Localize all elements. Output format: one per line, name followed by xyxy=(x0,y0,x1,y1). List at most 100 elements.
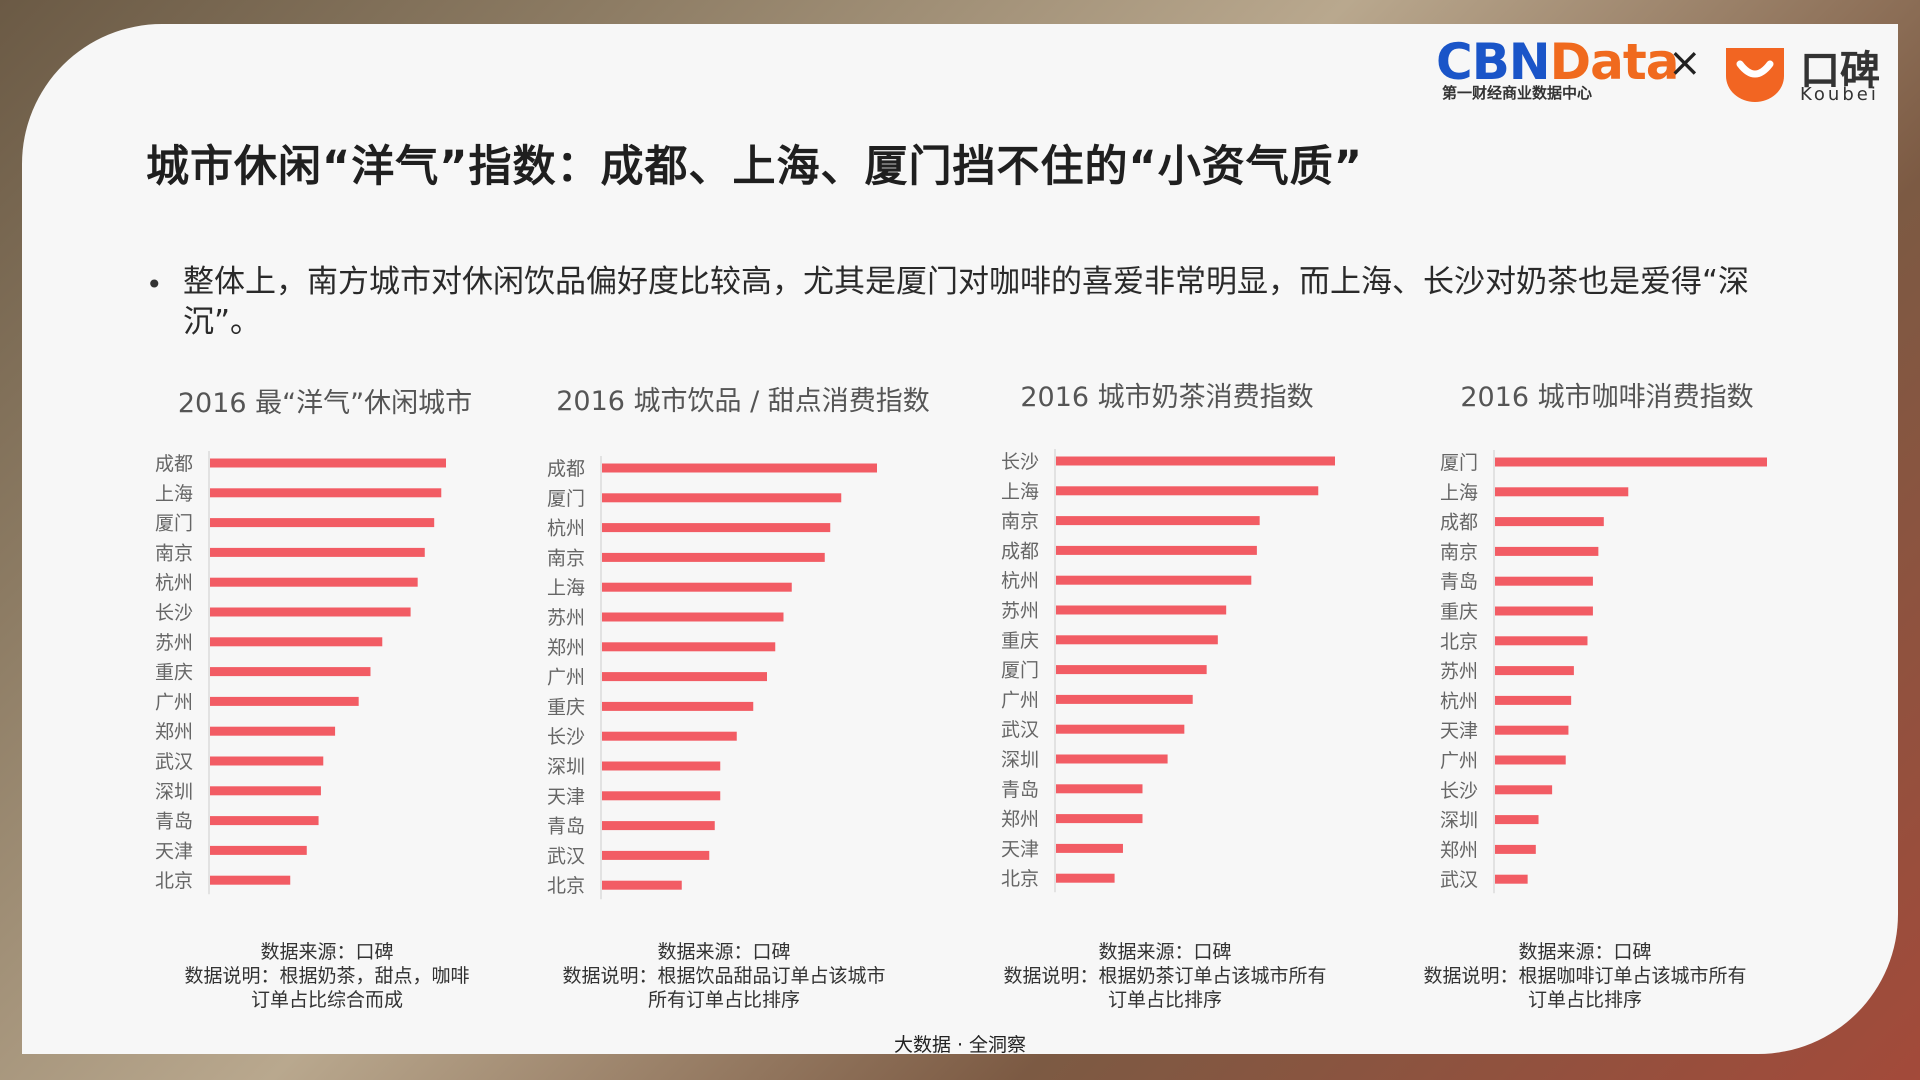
bar xyxy=(1495,606,1593,616)
bar xyxy=(1056,724,1185,734)
category-label: 成都 xyxy=(547,458,585,480)
category-label: 长沙 xyxy=(1001,451,1039,473)
bar xyxy=(602,523,831,533)
category-label: 郑州 xyxy=(547,637,585,659)
data-description-note: 数据说明：根据咖啡订单占该城市所有 xyxy=(1423,965,1746,987)
bar xyxy=(602,821,715,831)
category-label: 青岛 xyxy=(1440,571,1478,593)
category-label: 上海 xyxy=(155,483,193,505)
bar xyxy=(602,612,784,622)
bar xyxy=(1056,843,1123,853)
category-label: 杭州 xyxy=(1440,690,1478,712)
data-description-note: 订单占比排序 xyxy=(1528,989,1642,1011)
bar xyxy=(210,786,321,796)
bar xyxy=(602,850,710,860)
bar xyxy=(1495,546,1599,556)
category-label: 苏州 xyxy=(1440,661,1478,683)
bar xyxy=(1056,873,1115,883)
category-label: 深圳 xyxy=(155,781,193,803)
data-source-note: 数据来源：口碑 xyxy=(1518,941,1651,963)
cbndata-logo: CBNData xyxy=(1436,33,1680,91)
data-logo-text: Data xyxy=(1549,33,1680,91)
category-label: 深圳 xyxy=(1001,749,1039,771)
bar xyxy=(602,731,737,741)
category-label: 厦门 xyxy=(1001,660,1039,682)
category-label: 南京 xyxy=(547,547,585,569)
bar xyxy=(210,816,319,826)
category-label: 重庆 xyxy=(1440,601,1478,623)
slide-panel xyxy=(22,24,1898,1054)
bar xyxy=(210,845,307,855)
category-label: 广州 xyxy=(1440,750,1478,772)
bar xyxy=(1056,635,1218,645)
bar xyxy=(1056,784,1143,794)
bar xyxy=(602,701,754,711)
category-label: 深圳 xyxy=(1440,810,1478,832)
bullet-icon: • xyxy=(146,268,163,301)
category-label: 北京 xyxy=(547,875,585,897)
data-description-note: 数据说明：根据奶茶订单占该城市所有 xyxy=(1003,965,1326,987)
bar xyxy=(1495,576,1593,586)
bar xyxy=(210,607,411,617)
category-label: 成都 xyxy=(155,453,193,475)
cbndata-logo-subtitle: 第一财经商业数据中心 xyxy=(1442,84,1593,102)
bar xyxy=(602,791,721,801)
category-label: 长沙 xyxy=(155,602,193,624)
bar xyxy=(1495,874,1528,884)
category-label: 天津 xyxy=(1001,838,1039,860)
category-label: 杭州 xyxy=(547,518,585,540)
bar xyxy=(1495,785,1553,795)
category-label: 北京 xyxy=(1440,631,1478,653)
category-label: 杭州 xyxy=(155,572,193,594)
bar xyxy=(1056,814,1143,824)
category-label: 武汉 xyxy=(155,751,193,773)
summary-bullet: 整体上，南方城市对休闲饮品偏好度比较高，尤其是厦门对咖啡的喜爱非常明显，而上海、… xyxy=(183,264,1750,340)
cbn-logo-text: CBN xyxy=(1436,33,1551,91)
category-label: 厦门 xyxy=(547,488,585,510)
bar xyxy=(1495,457,1767,467)
page-title: 城市休闲“洋气”指数：成都、上海、厦门挡不住的“小资气质” xyxy=(146,142,1364,192)
category-label: 天津 xyxy=(1440,720,1478,742)
bar xyxy=(210,696,359,706)
bar xyxy=(1495,695,1572,705)
data-description-note: 数据说明：根据饮品甜品订单占该城市 xyxy=(562,965,885,987)
bar xyxy=(1056,545,1257,555)
data-description-note: 数据说明：根据奶茶，甜点，咖啡 xyxy=(184,965,469,987)
bar xyxy=(1495,815,1539,825)
bar xyxy=(1056,575,1252,585)
category-label: 厦门 xyxy=(1440,452,1478,474)
bar xyxy=(210,875,291,885)
bar xyxy=(602,463,877,473)
bar xyxy=(1056,665,1207,675)
category-label: 重庆 xyxy=(155,662,193,684)
bar xyxy=(1056,694,1193,704)
category-label: 成都 xyxy=(1440,512,1478,534)
bar xyxy=(1056,754,1168,764)
category-label: 上海 xyxy=(1440,482,1478,504)
bar xyxy=(1495,844,1536,854)
bar xyxy=(602,642,776,652)
data-source-note: 数据来源：口碑 xyxy=(1098,941,1231,963)
category-label: 武汉 xyxy=(1001,719,1039,741)
category-label: 北京 xyxy=(155,870,193,892)
category-label: 广州 xyxy=(155,691,193,713)
bar xyxy=(602,880,682,890)
category-label: 广州 xyxy=(1001,689,1039,711)
bar xyxy=(210,518,435,528)
data-description-note: 所有订单占比排序 xyxy=(648,989,800,1011)
data-description-note: 订单占比综合而成 xyxy=(251,989,403,1011)
bar xyxy=(602,672,767,682)
data-source-note: 数据来源：口碑 xyxy=(657,941,790,963)
category-label: 南京 xyxy=(155,542,193,564)
bar xyxy=(1495,636,1588,646)
category-label: 郑州 xyxy=(1001,809,1039,831)
bar xyxy=(1056,605,1227,615)
category-label: 武汉 xyxy=(1440,869,1478,891)
category-label: 青岛 xyxy=(547,816,585,838)
bar xyxy=(210,488,442,498)
times-sign: × xyxy=(1668,40,1702,86)
category-label: 北京 xyxy=(1001,868,1039,890)
chart-title: 2016 城市奶茶消费指数 xyxy=(1020,382,1313,413)
category-label: 广州 xyxy=(547,667,585,689)
